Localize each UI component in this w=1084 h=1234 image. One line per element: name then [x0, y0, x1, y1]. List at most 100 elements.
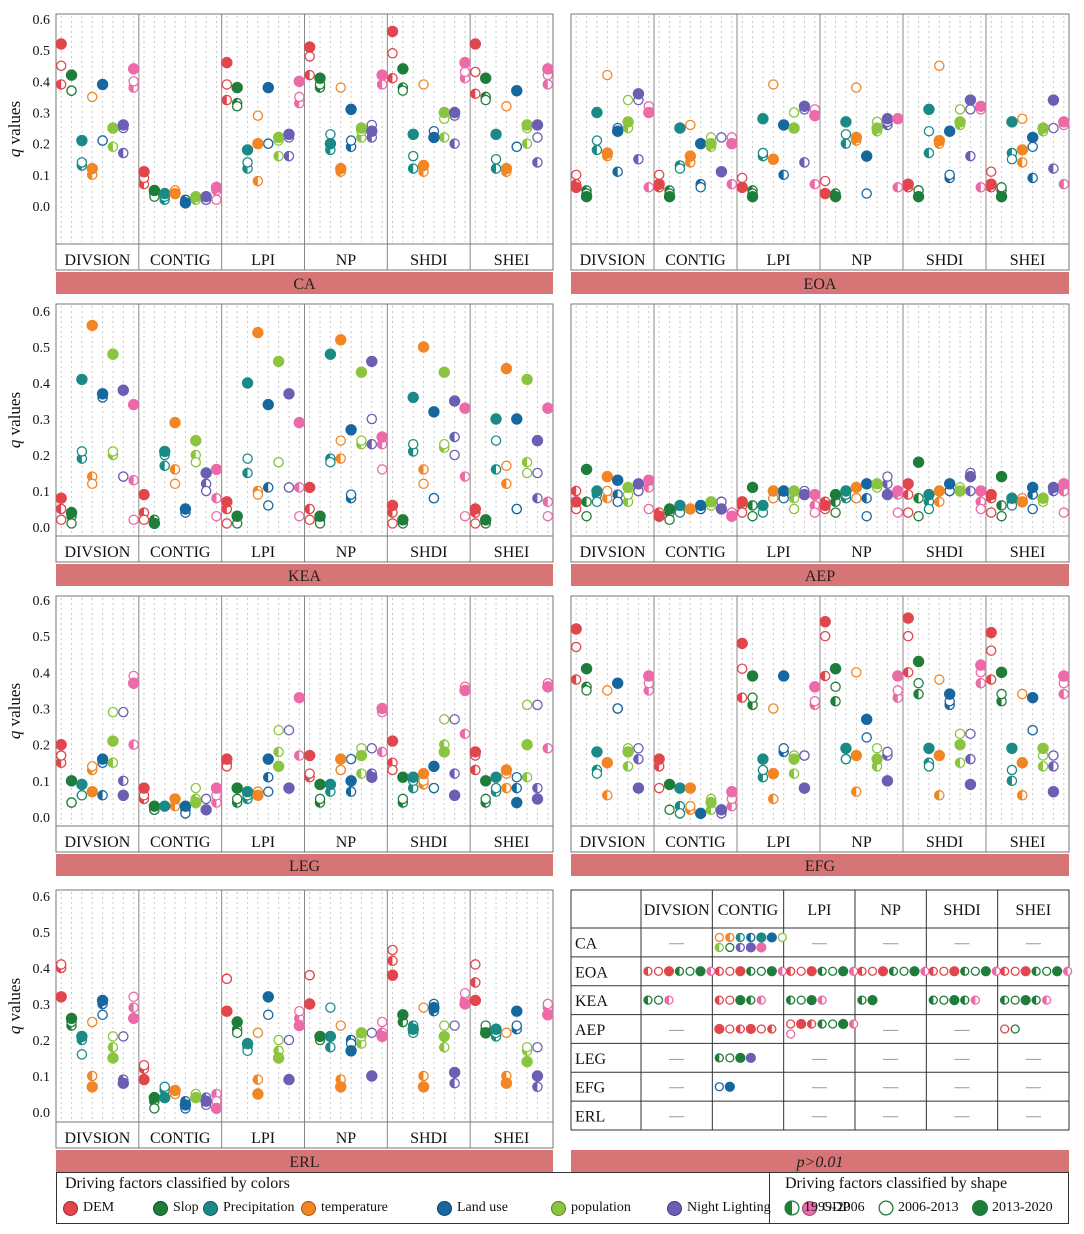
- marker-solid: [531, 434, 544, 447]
- data-point: [892, 182, 904, 193]
- marker-half-fill: [840, 138, 846, 149]
- data-point: [490, 435, 502, 446]
- table-marker: [706, 966, 716, 976]
- marker-solid: [262, 753, 274, 765]
- marker-half-fill: [470, 764, 476, 776]
- data-point: [469, 746, 482, 758]
- marker-hollow: [934, 60, 945, 72]
- data-point: [1047, 785, 1060, 798]
- marker-hollow: [325, 1002, 336, 1013]
- data-point: [428, 760, 440, 773]
- table-col-header: CONTIG: [718, 902, 779, 919]
- data-point: [345, 1045, 357, 1057]
- data-point: [345, 489, 357, 500]
- marker-solid: [694, 807, 707, 820]
- marker-half-fill: [581, 496, 587, 507]
- data-point: [325, 1002, 336, 1013]
- data-point: [65, 506, 78, 519]
- marker-hollow: [97, 1009, 108, 1021]
- data-point: [602, 685, 613, 696]
- marker-hollow: [107, 1031, 119, 1042]
- table-marker: [796, 1018, 807, 1030]
- data-point: [521, 1055, 533, 1068]
- marker-half-fill: [851, 786, 857, 797]
- data-point: [964, 470, 977, 483]
- y-tick-label: 0.5: [33, 926, 51, 941]
- data-point: [840, 129, 852, 140]
- data-point: [542, 79, 554, 90]
- y-tick-label: 0.5: [33, 44, 51, 59]
- marker-hollow: [786, 1019, 796, 1029]
- marker-solid: [622, 481, 634, 494]
- marker-solid: [1020, 995, 1031, 1006]
- marker-solid: [386, 735, 399, 747]
- data-point: [570, 496, 582, 508]
- table-row-label: LEG: [575, 1051, 607, 1068]
- data-point: [376, 702, 388, 715]
- legend-label: Land use: [457, 1200, 508, 1215]
- marker-solid: [964, 778, 977, 791]
- data-point: [1058, 507, 1070, 518]
- data-point: [107, 446, 119, 457]
- data-point: [325, 456, 336, 468]
- data-point: [985, 674, 997, 685]
- metric-label: SHEI: [1010, 834, 1046, 851]
- table-marker: [714, 966, 724, 976]
- data-point: [934, 790, 945, 801]
- data-point: [366, 1070, 378, 1082]
- marker-solid: [860, 150, 873, 162]
- data-point: [448, 1066, 461, 1079]
- data-point: [633, 753, 644, 765]
- marker-hollow: [252, 489, 264, 500]
- marker-half-fill: [263, 482, 269, 493]
- data-point: [819, 670, 831, 682]
- table-marker: [695, 966, 706, 977]
- marker-solid: [796, 1018, 807, 1030]
- data-point: [252, 1088, 264, 1100]
- marker-hollow: [128, 514, 139, 526]
- marker-hollow: [263, 138, 274, 149]
- y-axis-label-rest: values: [5, 978, 24, 1026]
- data-point: [366, 1027, 378, 1039]
- data-point: [602, 790, 613, 801]
- data-point: [840, 485, 852, 497]
- data-point: [736, 172, 748, 184]
- marker-hollow: [828, 966, 838, 976]
- data-point: [674, 808, 686, 819]
- marker-hollow: [439, 714, 450, 725]
- table-marker: [786, 995, 796, 1005]
- data-point: [459, 66, 471, 78]
- marker-solid: [954, 485, 966, 497]
- data-point: [407, 128, 419, 141]
- marker-half-fill: [439, 132, 445, 143]
- data-point: [1058, 688, 1070, 700]
- legend-item-dem: DEM: [63, 1200, 114, 1216]
- marker-half-fill: [633, 154, 639, 165]
- marker-solid: [500, 764, 513, 776]
- marker-solid: [490, 1023, 502, 1035]
- data-point: [736, 692, 748, 703]
- marker-solid: [995, 666, 1008, 679]
- marker-hollow: [55, 750, 67, 761]
- marker-solid: [148, 517, 161, 530]
- data-point: [448, 789, 461, 801]
- marker-half-fill: [809, 178, 815, 190]
- metric-label: SHEI: [1010, 252, 1046, 269]
- data-point: [923, 503, 935, 515]
- marker-hollow: [714, 932, 724, 943]
- data-point: [1026, 131, 1039, 144]
- data-point: [570, 674, 582, 685]
- marker-hollow: [1010, 1024, 1020, 1034]
- data-point: [200, 1095, 212, 1107]
- marker-solid: [96, 388, 109, 400]
- marker-solid: [972, 1200, 988, 1216]
- marker-solid: [1016, 757, 1029, 769]
- data-point: [798, 100, 811, 112]
- marker-hollow: [128, 76, 139, 87]
- marker-hollow: [768, 703, 779, 714]
- marker-hollow: [970, 966, 980, 976]
- data-point: [252, 789, 264, 801]
- data-point: [55, 38, 67, 50]
- marker-solid: [806, 995, 817, 1006]
- table-marker: [766, 966, 777, 977]
